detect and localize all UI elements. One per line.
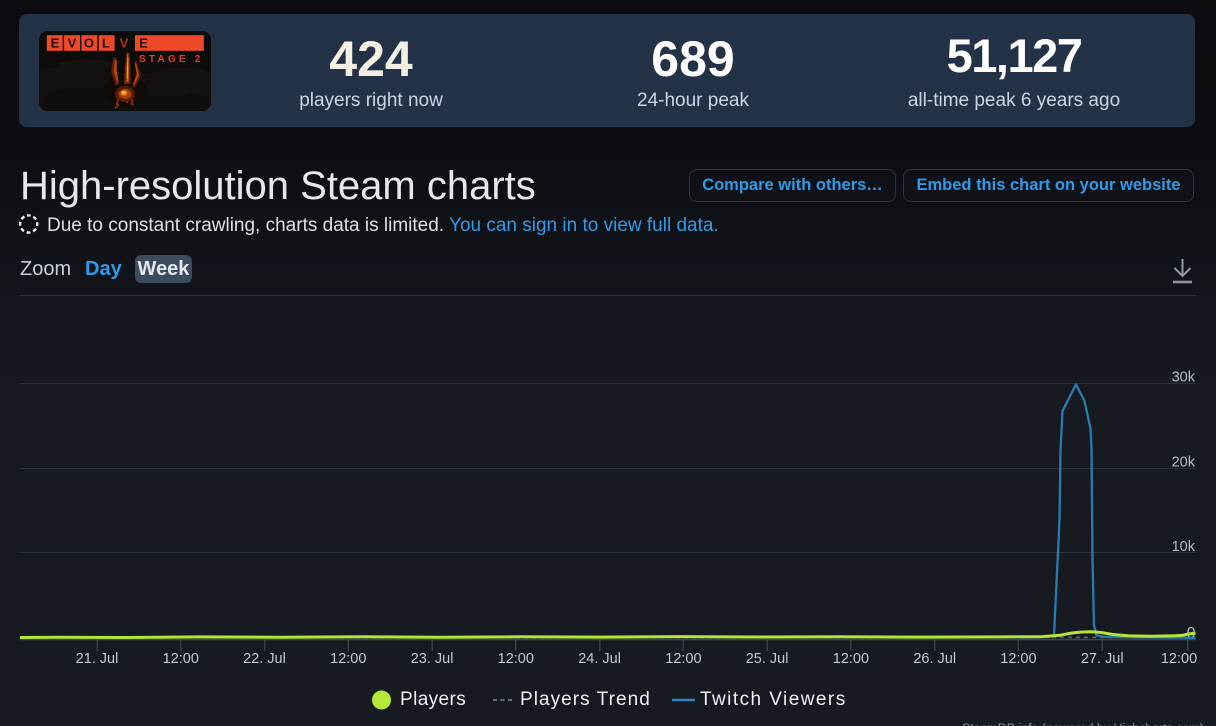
svg-text:L: L [102, 36, 110, 51]
svg-text:12:00: 12:00 [330, 651, 366, 667]
svg-text:21. Jul: 21. Jul [76, 651, 119, 667]
svg-text:25. Jul: 25. Jul [746, 651, 789, 667]
svg-text:E: E [139, 36, 148, 51]
svg-text:V: V [68, 36, 77, 51]
svg-text:12:00: 12:00 [833, 651, 869, 667]
svg-text:12:00: 12:00 [498, 651, 534, 667]
svg-text:STAGE 2: STAGE 2 [139, 54, 203, 65]
svg-text:12:00: 12:00 [1000, 651, 1036, 667]
svg-text:26. Jul: 26. Jul [913, 651, 956, 667]
svg-text:V: V [120, 36, 129, 51]
svg-text:10k: 10k [1172, 539, 1196, 555]
svg-text:20k: 20k [1172, 455, 1196, 471]
svg-text:24. Jul: 24. Jul [578, 651, 621, 667]
svg-text:30k: 30k [1172, 370, 1196, 386]
svg-text:12:00: 12:00 [665, 651, 701, 667]
svg-text:12:00: 12:00 [163, 651, 199, 667]
svg-text:E: E [51, 36, 60, 51]
svg-text:27. Jul: 27. Jul [1081, 651, 1124, 667]
svg-text:23. Jul: 23. Jul [411, 651, 454, 667]
svg-text:O: O [84, 36, 94, 51]
svg-text:22. Jul: 22. Jul [243, 651, 286, 667]
svg-text:12:00: 12:00 [1161, 651, 1197, 667]
